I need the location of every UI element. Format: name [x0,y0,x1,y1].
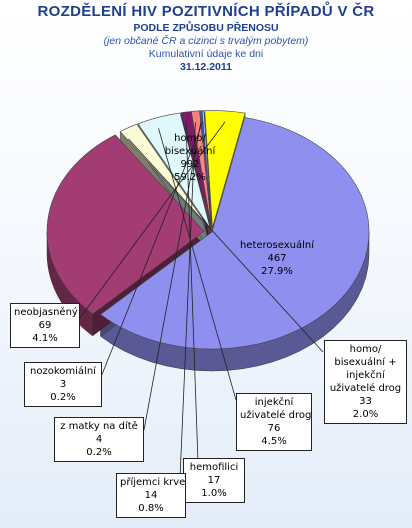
leader-line [100,121,204,378]
label-nosocomial: nozokomiální 3 0.2% [24,362,102,407]
leader-lines [79,121,324,479]
label-value: 76 [267,423,281,434]
label-idu: injekční uživatelé drog 76 4.5% [236,393,312,451]
label-text: homo/ [174,133,206,144]
label-percent: 2.0% [352,409,379,420]
pie-slice-4 [180,111,212,228]
label-text: injekční [254,397,294,408]
label-value: 992 [180,159,200,170]
label-homo-idu: homo/ bisexuální + injekční uživatelé dr… [324,340,407,424]
label-text: heterosexuální [239,240,315,251]
label-text: neobjasněný [14,307,78,318]
label-text: homo/ [349,344,382,355]
label-text: injekční [346,370,385,381]
label-value: 33 [359,396,372,407]
label-text: bisexuální [164,146,216,157]
pie-slice-7 [201,110,212,228]
label-blood-recipients: příjemci krve 14 0.8% [116,473,186,518]
chart-titles: ROZDĚLENÍ HIV POZITIVNÍCH PŘÍPADŮ V ČR P… [0,0,412,73]
label-homo-bisexual: homo/ bisexuální 992 59.2% [150,130,230,186]
label-value: 3 [59,379,67,390]
pie-slice-0 [100,117,370,350]
label-percent: 1.0% [201,488,227,499]
label-mother-to-child: z matky na dítě 4 0.2% [54,417,144,462]
label-percent: 27.9% [261,266,293,277]
chart-date: 31.12.2011 [180,61,232,73]
leader-line [128,138,324,353]
chart-cumulative-note: Kumulativní údaje ke dni [148,48,264,60]
label-text: z matky na dítě [60,421,138,432]
label-percent: 0.8% [138,503,164,514]
label-text: hemofilici [189,462,239,473]
label-hemophiliacs: hemofilici 17 1.0% [183,458,245,503]
label-value: 14 [144,490,158,501]
label-percent: 4.5% [261,436,287,447]
chart-note: (jen občané ČR a cizinci s trvalým pobyt… [103,35,309,47]
label-text: uživatelé drog [240,410,312,421]
label-text: uživatelé drog [329,383,402,394]
label-percent: 59.2% [174,172,206,183]
chart-title: ROZDĚLENÍ HIV POZITIVNÍCH PŘÍPADŮ V ČR [37,3,375,20]
label-value: 467 [267,253,287,264]
label-text: příjemci krve [120,477,186,488]
label-value: 4 [95,434,103,445]
label-text: bisexuální + [334,357,397,368]
label-percent: 0.2% [50,392,76,403]
label-value: 69 [38,320,52,331]
label-percent: 0.2% [86,447,112,458]
leader-line [79,121,226,319]
label-heterosexual: heterosexuální 467 27.9% [232,237,322,280]
chart-subtitle: PODLE ZPŮSOBU PŘENOSU [133,22,279,34]
leader-line [179,122,196,479]
leader-line [143,121,202,431]
label-text: nozokomiální [30,366,96,377]
pie-slice-1 [46,134,205,315]
label-percent: 4.1% [32,333,58,344]
label-value: 17 [207,475,221,486]
label-unexplained: neobjasněný 69 4.1% [10,303,80,348]
leader-line [158,128,237,401]
leader-line [185,123,199,463]
pie-slice-8 [204,110,246,228]
